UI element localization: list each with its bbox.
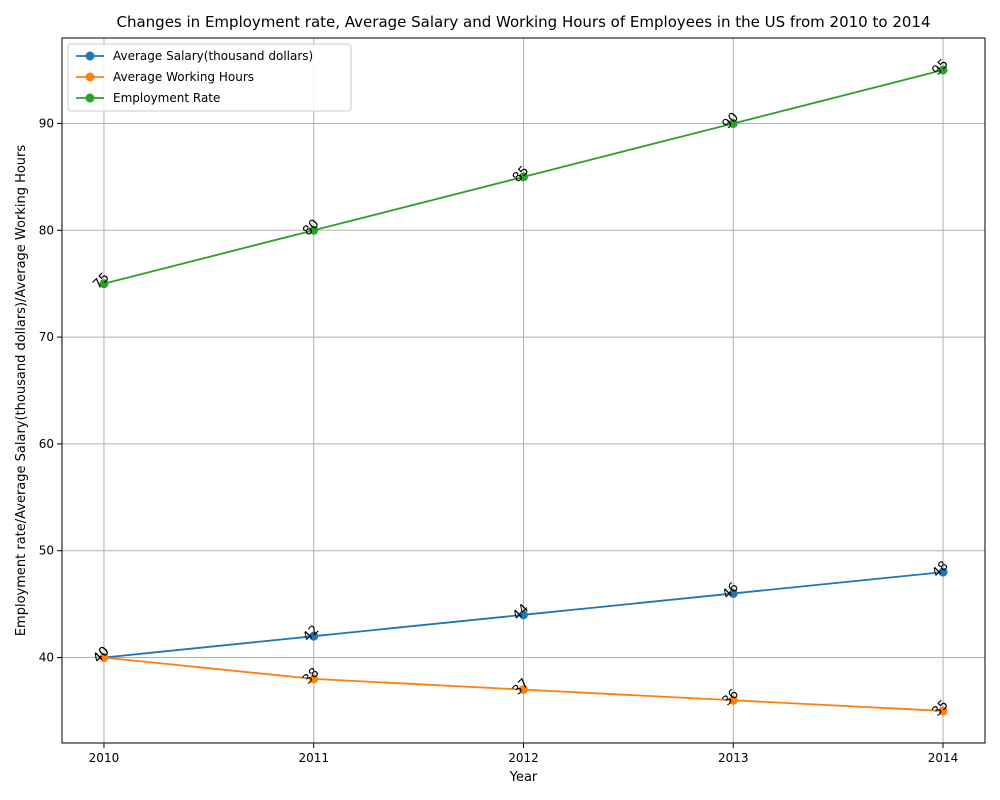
chart-title: Changes in Employment rate, Average Sala… bbox=[117, 13, 931, 31]
data-point bbox=[519, 610, 528, 620]
data-label: 90 bbox=[720, 110, 742, 132]
y-tick-label: 50 bbox=[39, 544, 54, 558]
data-label: 36 bbox=[720, 687, 742, 709]
series bbox=[99, 65, 948, 716]
data-label: 46 bbox=[720, 580, 742, 602]
y-tick-label: 80 bbox=[39, 223, 54, 237]
data-point bbox=[728, 118, 738, 128]
legend-marker bbox=[85, 72, 95, 82]
data-point bbox=[99, 653, 109, 663]
data-point bbox=[728, 588, 738, 598]
data-point bbox=[99, 279, 109, 289]
x-tick-label: 2012 bbox=[508, 751, 539, 765]
x-axis-label: Year bbox=[509, 770, 538, 785]
y-tick-label: 60 bbox=[39, 437, 54, 451]
data-point bbox=[728, 695, 738, 705]
data-label: 42 bbox=[300, 623, 322, 645]
data-label: 85 bbox=[510, 163, 532, 185]
data-point bbox=[309, 674, 319, 684]
data-label: 37 bbox=[510, 676, 532, 698]
y-tick-label: 90 bbox=[39, 116, 54, 130]
data-label: 48 bbox=[929, 558, 951, 580]
legend-item: Average Working Hours bbox=[76, 70, 254, 84]
y-tick-label: 70 bbox=[39, 330, 54, 344]
data-point bbox=[938, 706, 948, 716]
data-label: 95 bbox=[929, 56, 951, 78]
legend-label: Employment Rate bbox=[113, 91, 220, 105]
data-point bbox=[519, 685, 528, 695]
x-tick-label: 2014 bbox=[928, 751, 959, 765]
data-label: 40 bbox=[90, 644, 112, 666]
y-tick-label: 40 bbox=[39, 651, 54, 665]
series-2 bbox=[99, 65, 948, 289]
data-label: 38 bbox=[300, 665, 322, 687]
x-tick-label: 2011 bbox=[298, 751, 329, 765]
data-point bbox=[309, 225, 319, 235]
plot-frame bbox=[61, 37, 986, 744]
legend-label: Average Working Hours bbox=[113, 70, 254, 84]
legend-item: Employment Rate bbox=[76, 91, 220, 105]
y-axis-label: Employment rate/Average Salary(thousand … bbox=[14, 145, 29, 637]
data-label: 35 bbox=[929, 697, 951, 719]
data-point bbox=[938, 567, 948, 577]
legend-box bbox=[67, 43, 352, 112]
x-tick-label: 2010 bbox=[89, 751, 120, 765]
series-1 bbox=[99, 653, 948, 716]
data-label: 75 bbox=[90, 270, 112, 292]
data-label: 80 bbox=[300, 217, 322, 239]
data-point bbox=[309, 631, 319, 641]
legend-item: Average Salary(thousand dollars) bbox=[76, 49, 313, 63]
data-label: 44 bbox=[510, 601, 532, 623]
legend-marker bbox=[85, 93, 95, 103]
data-point bbox=[938, 65, 948, 75]
x-tick-label: 2013 bbox=[718, 751, 749, 765]
axes: 2010 2011 2012 2013 2014 40 50 60 70 80 90 bbox=[39, 37, 986, 765]
legend: Average Salary(thousand dollars) Average … bbox=[67, 43, 352, 112]
legend-label: Average Salary(thousand dollars) bbox=[113, 49, 313, 63]
grid bbox=[62, 38, 985, 743]
legend-marker bbox=[85, 51, 95, 61]
data-point bbox=[519, 172, 528, 182]
